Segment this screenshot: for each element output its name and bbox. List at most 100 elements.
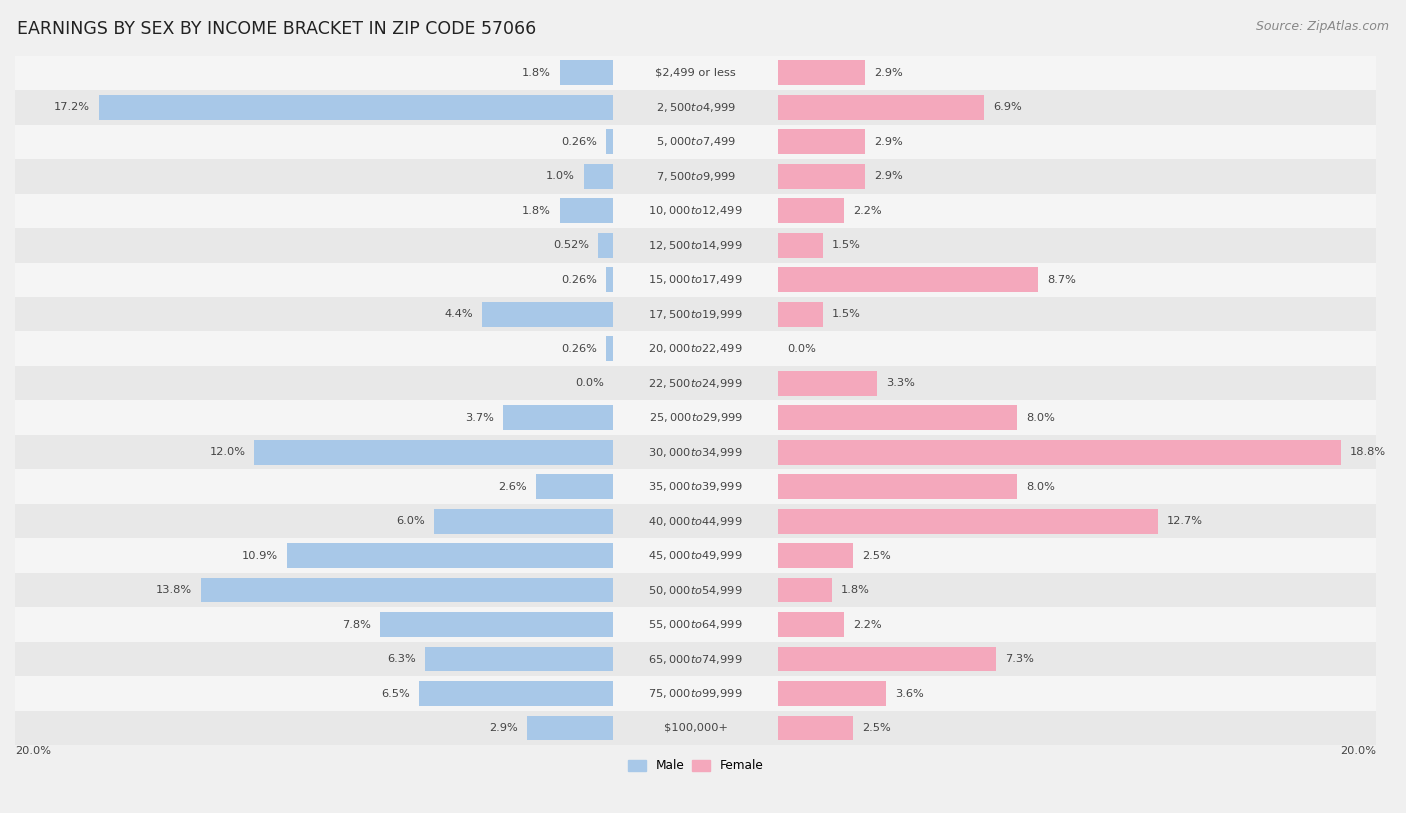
Bar — [778, 715, 853, 741]
Text: $2,500 to $4,999: $2,500 to $4,999 — [655, 101, 735, 114]
Text: 6.9%: 6.9% — [994, 102, 1022, 112]
Bar — [380, 612, 613, 637]
Text: 6.5%: 6.5% — [381, 689, 411, 698]
Bar — [15, 263, 1376, 297]
Text: 0.26%: 0.26% — [561, 137, 596, 147]
Bar — [778, 129, 865, 154]
Bar — [15, 193, 1376, 228]
Bar — [503, 405, 613, 430]
Bar — [778, 646, 997, 672]
Bar — [527, 715, 613, 741]
Text: 12.0%: 12.0% — [209, 447, 246, 457]
Text: 0.0%: 0.0% — [787, 344, 815, 354]
Bar — [560, 60, 613, 85]
Text: 1.8%: 1.8% — [841, 585, 870, 595]
Bar — [98, 95, 613, 120]
Bar — [778, 405, 1018, 430]
Text: 2.9%: 2.9% — [873, 137, 903, 147]
Bar — [15, 711, 1376, 746]
Bar — [15, 90, 1376, 124]
Text: 2.9%: 2.9% — [873, 68, 903, 78]
Bar — [15, 55, 1376, 90]
Text: 7.8%: 7.8% — [342, 620, 371, 629]
Text: 7.3%: 7.3% — [1005, 654, 1035, 664]
Text: 2.9%: 2.9% — [489, 723, 517, 733]
Text: $7,500 to $9,999: $7,500 to $9,999 — [655, 170, 735, 183]
Text: 8.0%: 8.0% — [1026, 481, 1056, 492]
Text: 6.3%: 6.3% — [387, 654, 416, 664]
Text: 3.6%: 3.6% — [894, 689, 924, 698]
Bar — [560, 198, 613, 224]
Bar — [287, 543, 613, 568]
Text: 1.5%: 1.5% — [832, 309, 860, 320]
Legend: Male, Female: Male, Female — [623, 754, 768, 777]
Bar — [15, 641, 1376, 676]
Text: 18.8%: 18.8% — [1350, 447, 1386, 457]
Text: $10,000 to $12,499: $10,000 to $12,499 — [648, 204, 742, 217]
Text: 0.26%: 0.26% — [561, 344, 596, 354]
Bar — [425, 646, 613, 672]
Text: $15,000 to $17,499: $15,000 to $17,499 — [648, 273, 742, 286]
Text: $65,000 to $74,999: $65,000 to $74,999 — [648, 653, 742, 666]
Bar — [778, 198, 844, 224]
Text: $100,000+: $100,000+ — [664, 723, 728, 733]
Bar — [778, 371, 877, 396]
Bar — [778, 474, 1018, 499]
Bar — [15, 332, 1376, 366]
Bar — [15, 607, 1376, 641]
Bar — [15, 159, 1376, 193]
Bar — [606, 267, 613, 292]
Text: 3.3%: 3.3% — [886, 378, 914, 388]
Text: 1.0%: 1.0% — [546, 172, 575, 181]
Text: $30,000 to $34,999: $30,000 to $34,999 — [648, 446, 742, 459]
Bar — [778, 233, 823, 258]
Text: $75,000 to $99,999: $75,000 to $99,999 — [648, 687, 742, 700]
Text: 17.2%: 17.2% — [53, 102, 90, 112]
Text: $12,500 to $14,999: $12,500 to $14,999 — [648, 239, 742, 252]
Text: 2.9%: 2.9% — [873, 172, 903, 181]
Text: $5,000 to $7,499: $5,000 to $7,499 — [655, 135, 735, 148]
Text: 20.0%: 20.0% — [1340, 746, 1376, 756]
Text: 2.6%: 2.6% — [498, 481, 527, 492]
Text: 12.7%: 12.7% — [1167, 516, 1204, 526]
Bar — [778, 302, 823, 327]
Text: 0.26%: 0.26% — [561, 275, 596, 285]
Text: $50,000 to $54,999: $50,000 to $54,999 — [648, 584, 742, 597]
Bar — [778, 95, 984, 120]
Bar — [536, 474, 613, 499]
Text: 8.7%: 8.7% — [1047, 275, 1076, 285]
Text: 4.4%: 4.4% — [444, 309, 472, 320]
Bar — [606, 337, 613, 361]
Text: 2.5%: 2.5% — [862, 723, 890, 733]
Bar — [778, 578, 832, 602]
Bar — [15, 676, 1376, 711]
Text: 1.8%: 1.8% — [522, 68, 551, 78]
Bar — [778, 440, 1340, 464]
Bar — [778, 543, 853, 568]
Text: $20,000 to $22,499: $20,000 to $22,499 — [648, 342, 742, 355]
Text: 20.0%: 20.0% — [15, 746, 51, 756]
Bar — [434, 509, 613, 533]
Text: 8.0%: 8.0% — [1026, 413, 1056, 423]
Text: Source: ZipAtlas.com: Source: ZipAtlas.com — [1256, 20, 1389, 33]
Bar — [778, 164, 865, 189]
Text: 10.9%: 10.9% — [242, 550, 278, 561]
Bar — [15, 573, 1376, 607]
Text: 1.5%: 1.5% — [832, 241, 860, 250]
Text: $17,500 to $19,999: $17,500 to $19,999 — [648, 308, 742, 321]
Text: 0.52%: 0.52% — [553, 241, 589, 250]
Bar — [598, 233, 613, 258]
Bar — [15, 228, 1376, 263]
Bar — [201, 578, 613, 602]
Text: EARNINGS BY SEX BY INCOME BRACKET IN ZIP CODE 57066: EARNINGS BY SEX BY INCOME BRACKET IN ZIP… — [17, 20, 536, 38]
Bar — [778, 681, 886, 706]
Text: $40,000 to $44,999: $40,000 to $44,999 — [648, 515, 742, 528]
Bar — [419, 681, 613, 706]
Text: 2.2%: 2.2% — [853, 206, 882, 215]
Text: $25,000 to $29,999: $25,000 to $29,999 — [648, 411, 742, 424]
Bar — [606, 129, 613, 154]
Bar — [482, 302, 613, 327]
Text: 2.5%: 2.5% — [862, 550, 890, 561]
Text: 13.8%: 13.8% — [156, 585, 191, 595]
Text: $45,000 to $49,999: $45,000 to $49,999 — [648, 549, 742, 562]
